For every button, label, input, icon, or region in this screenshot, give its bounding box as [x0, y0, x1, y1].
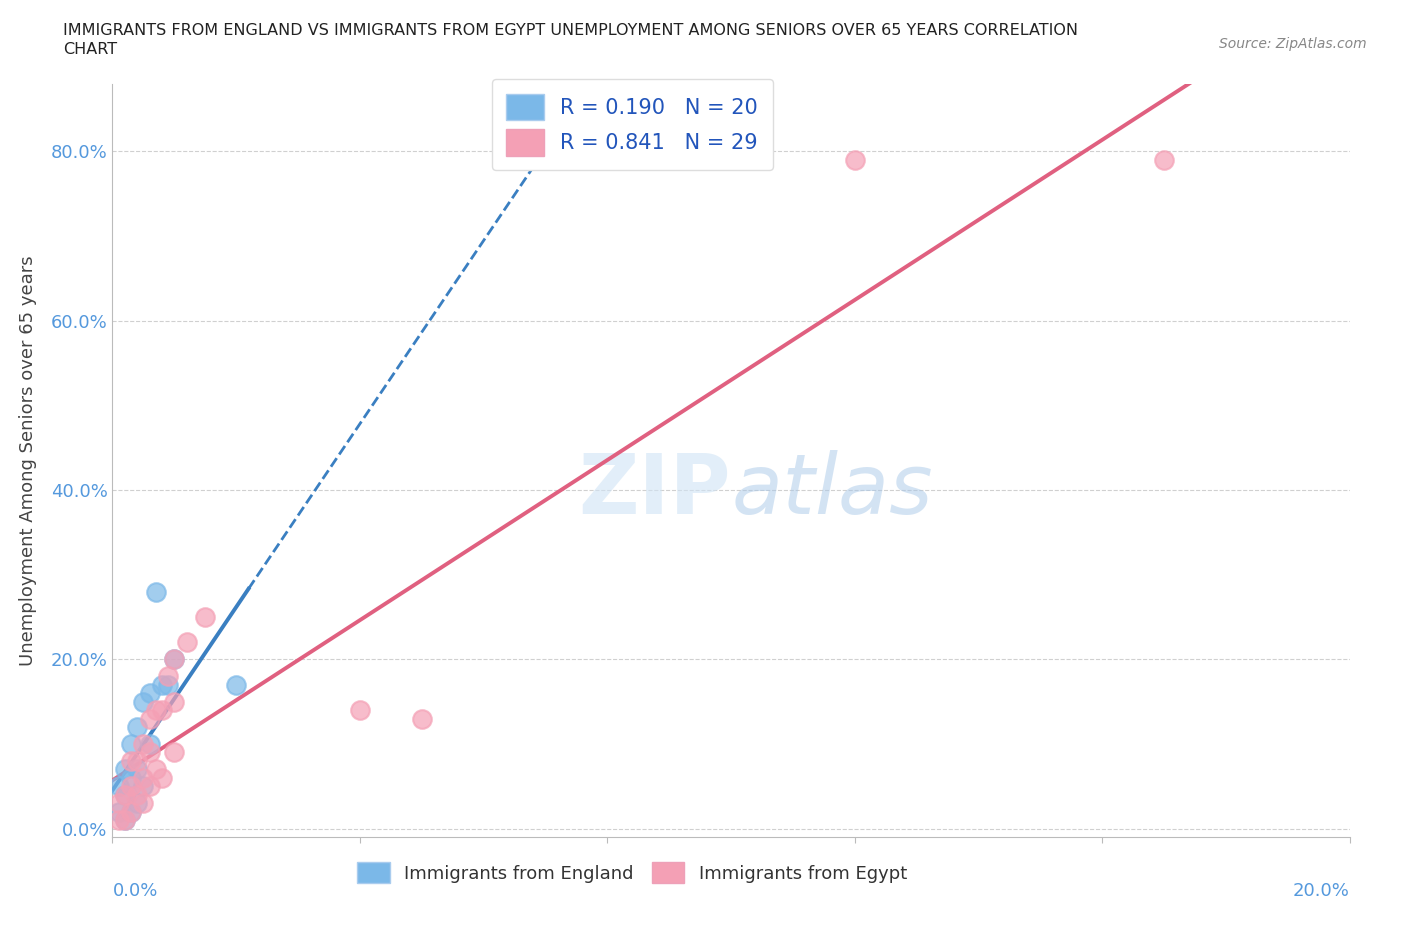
- Text: 0.0%: 0.0%: [112, 883, 157, 900]
- Point: [138, 685, 160, 700]
- Point: [138, 778, 160, 793]
- Point: [132, 737, 155, 751]
- Point: [411, 711, 433, 726]
- Point: [150, 770, 173, 785]
- Text: 20.0%: 20.0%: [1294, 883, 1350, 900]
- Point: [132, 796, 155, 811]
- Point: [120, 804, 142, 819]
- Point: [127, 720, 149, 735]
- Point: [114, 787, 136, 802]
- Point: [132, 694, 155, 709]
- Point: [114, 813, 136, 828]
- Point: [120, 770, 142, 785]
- Point: [844, 153, 866, 167]
- Point: [157, 677, 180, 692]
- Point: [176, 635, 198, 650]
- Point: [120, 737, 142, 751]
- Point: [163, 694, 186, 709]
- Point: [163, 652, 186, 667]
- Point: [225, 677, 247, 692]
- Text: atlas: atlas: [731, 450, 932, 531]
- Point: [114, 813, 136, 828]
- Y-axis label: Unemployment Among Seniors over 65 years: Unemployment Among Seniors over 65 years: [18, 255, 37, 666]
- Point: [349, 702, 371, 717]
- Point: [120, 804, 142, 819]
- Point: [120, 753, 142, 768]
- Point: [127, 787, 149, 802]
- Text: ZIP: ZIP: [579, 450, 731, 531]
- Point: [120, 778, 142, 793]
- Point: [127, 753, 149, 768]
- Point: [107, 796, 129, 811]
- Point: [145, 584, 167, 599]
- Point: [145, 762, 167, 777]
- Text: Source: ZipAtlas.com: Source: ZipAtlas.com: [1219, 37, 1367, 51]
- Point: [114, 787, 136, 802]
- Point: [163, 652, 186, 667]
- Point: [157, 669, 180, 684]
- Point: [150, 677, 173, 692]
- Point: [127, 796, 149, 811]
- Point: [132, 778, 155, 793]
- Text: IMMIGRANTS FROM ENGLAND VS IMMIGRANTS FROM EGYPT UNEMPLOYMENT AMONG SENIORS OVER: IMMIGRANTS FROM ENGLAND VS IMMIGRANTS FR…: [63, 23, 1078, 38]
- Point: [127, 762, 149, 777]
- Text: CHART: CHART: [63, 42, 117, 57]
- Point: [163, 745, 186, 760]
- Point: [107, 804, 129, 819]
- Legend: Immigrants from England, Immigrants from Egypt: Immigrants from England, Immigrants from…: [349, 853, 917, 892]
- Point: [114, 762, 136, 777]
- Point: [145, 702, 167, 717]
- Point: [1153, 153, 1175, 167]
- Point: [194, 609, 217, 624]
- Point: [138, 745, 160, 760]
- Point: [150, 702, 173, 717]
- Point: [138, 711, 160, 726]
- Point: [107, 778, 129, 793]
- Point: [138, 737, 160, 751]
- Point: [132, 770, 155, 785]
- Point: [107, 813, 129, 828]
